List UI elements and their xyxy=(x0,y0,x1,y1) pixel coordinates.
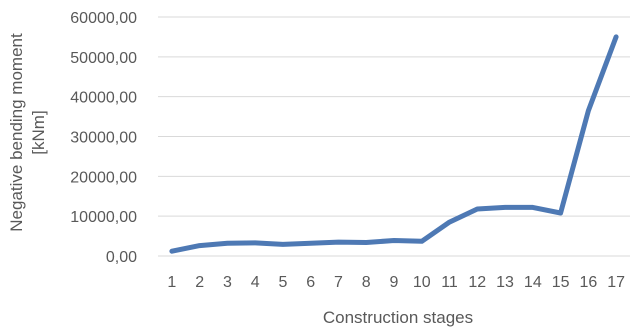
x-tick-label: 13 xyxy=(496,274,514,291)
x-tick-label: 4 xyxy=(251,274,260,291)
x-tick-label: 2 xyxy=(195,274,204,291)
x-tick-label: 16 xyxy=(579,274,597,291)
y-tick-label: 40000,00 xyxy=(70,90,137,107)
y-tick-label: 0,00 xyxy=(106,249,137,266)
series-layer xyxy=(169,34,619,254)
y-axis-title: Negative bending moment [kNm] xyxy=(7,33,48,232)
x-tick-label: 15 xyxy=(552,274,570,291)
x-axis-title: Construction stages xyxy=(323,308,473,327)
y-axis-ticks: 0,00 10000,00 20000,00 30000,00 40000,00 5000… xyxy=(70,10,137,266)
x-tick-label: 12 xyxy=(468,274,486,291)
y-axis-title-line: [kNm] xyxy=(29,110,48,154)
x-tick-label: 9 xyxy=(390,274,399,291)
gridlines xyxy=(158,16,630,257)
y-tick-label: 20000,00 xyxy=(70,169,137,186)
x-tick-label: 5 xyxy=(278,274,287,291)
x-axis-ticks: 1 2 3 4 5 6 7 8 9 10 11 12 13 14 15 16 17 xyxy=(167,274,625,291)
x-tick-label: 14 xyxy=(524,274,542,291)
y-axis-title-line: Negative bending moment xyxy=(7,33,26,232)
series-line-0 xyxy=(169,34,619,254)
x-tick-label: 17 xyxy=(607,274,625,291)
y-tick-label: 60000,00 xyxy=(70,10,137,27)
x-tick-label: 3 xyxy=(223,274,232,291)
x-tick-label: 1 xyxy=(167,274,176,291)
y-tick-label: 30000,00 xyxy=(70,130,137,147)
y-tick-label: 10000,00 xyxy=(70,209,137,226)
x-tick-label: 10 xyxy=(413,274,431,291)
x-tick-label: 11 xyxy=(441,274,458,291)
x-tick-label: 6 xyxy=(306,274,315,291)
x-tick-label: 8 xyxy=(362,274,371,291)
x-tick-label: 7 xyxy=(334,274,343,291)
y-tick-label: 50000,00 xyxy=(70,50,137,67)
